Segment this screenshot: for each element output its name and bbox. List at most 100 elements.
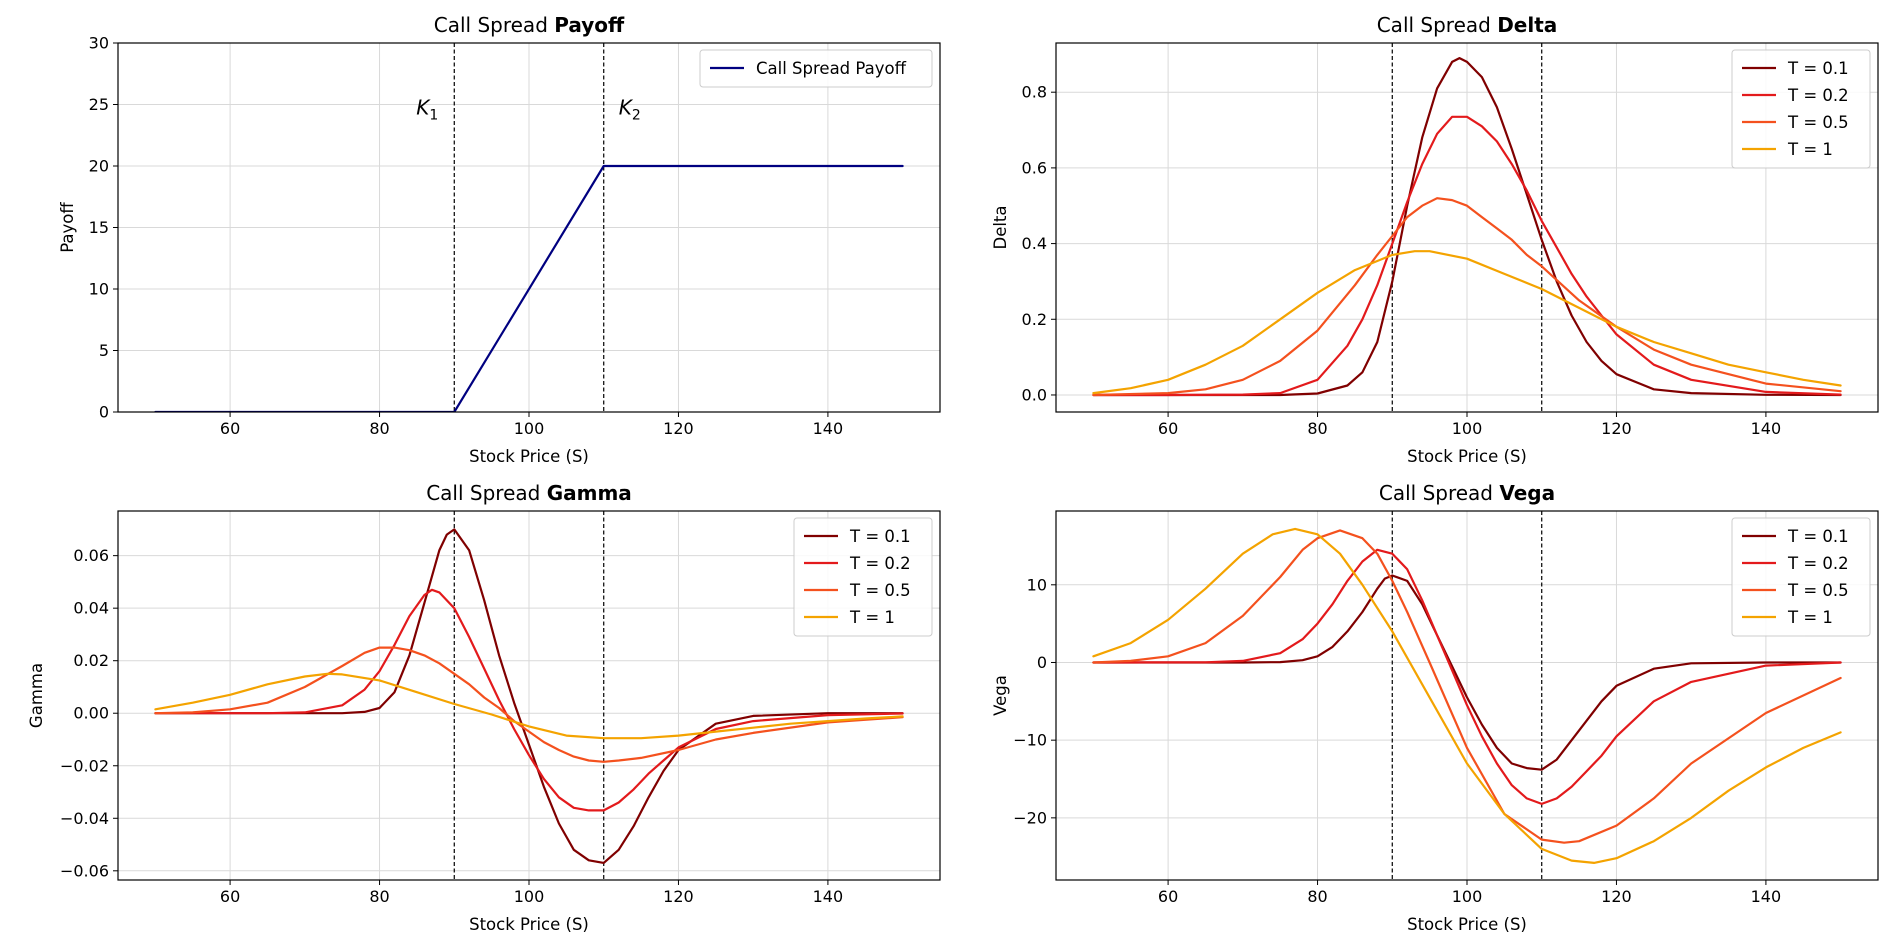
- legend-label: T = 0.2: [1787, 86, 1849, 105]
- legend: Call Spread Payoff: [699, 49, 933, 88]
- legend-box: [699, 49, 933, 88]
- strike-label-k1: K1: [416, 95, 438, 123]
- x-axis-label: Stock Price (S): [1407, 447, 1527, 466]
- x-tick-label: 60: [220, 419, 240, 438]
- strike-k1-sub: 1: [429, 107, 438, 123]
- y-tick-label: 0.06: [73, 546, 109, 565]
- legend-label: T = 0.2: [849, 554, 911, 573]
- y-tick-label: 30: [89, 34, 109, 53]
- chart-title: Call Spread Gamma: [426, 481, 632, 505]
- strike-label-k2: K2: [619, 95, 641, 123]
- legend-box: [1731, 517, 1871, 637]
- y-tick-label: −0.04: [60, 809, 109, 828]
- series-line-2: [1092, 548, 1842, 806]
- y-tick-label: 0: [1037, 653, 1047, 672]
- legend-label: T = 0.1: [849, 527, 911, 546]
- series-line-1: [154, 164, 904, 412]
- x-tick-label: 140: [813, 887, 844, 906]
- title-bold: Payoff: [554, 13, 625, 37]
- x-axis-label: Stock Price (S): [469, 447, 589, 466]
- legend-label: T = 1: [1787, 140, 1833, 159]
- x-tick-label: 80: [369, 419, 389, 438]
- y-tick-label: 20: [89, 157, 109, 176]
- legend: T = 0.1 T = 0.2 T = 0.5 T = 1: [1731, 517, 1871, 637]
- series-group: [1092, 56, 1842, 397]
- x-tick-label: 100: [514, 887, 545, 906]
- x-tick-label: 100: [1452, 419, 1483, 438]
- y-tick-label: 0.04: [73, 599, 109, 618]
- series-group: [154, 528, 904, 865]
- x-tick-label: 140: [1751, 887, 1782, 906]
- chart-payoff: 60 80 100 120 140 0 5 10 15 20 25 30 Stock Price (S)…: [58, 13, 941, 466]
- chart-title: Call Spread Delta: [1377, 13, 1558, 37]
- x-tick-label: 120: [663, 419, 694, 438]
- title-bold: Vega: [1499, 481, 1555, 505]
- x-tick-label: 120: [1601, 887, 1632, 906]
- y-tick-label: 0.00: [73, 704, 109, 723]
- chart-vega: 60 80 100 120 140 −20 −10 0 10 Stock Price (S) Veg…: [991, 481, 1879, 934]
- x-tick-label: 80: [1307, 419, 1327, 438]
- series-line-4: [1092, 250, 1842, 395]
- y-tick-label: 0: [99, 403, 109, 422]
- y-tick-label: 0.6: [1022, 158, 1047, 177]
- x-axis-label: Stock Price (S): [1407, 915, 1527, 934]
- legend-label: T = 0.1: [1787, 59, 1849, 78]
- x-tick-label: 80: [1307, 887, 1327, 906]
- x-tick-label: 140: [1751, 419, 1782, 438]
- y-tick-label: −20: [1013, 808, 1047, 827]
- y-tick-label: 0.2: [1022, 310, 1047, 329]
- y-tick-label: 15: [89, 218, 109, 237]
- y-tick-label: 10: [89, 280, 109, 299]
- y-tick-label: 0.0: [1022, 385, 1047, 404]
- series-line-4: [154, 672, 904, 740]
- title-bold: Gamma: [547, 481, 632, 505]
- x-tick-label: 100: [514, 419, 545, 438]
- strike-k1-letter: K: [416, 95, 431, 119]
- x-tick-label: 60: [1158, 419, 1178, 438]
- y-tick-label: −0.02: [60, 756, 109, 775]
- x-tick-label: 140: [813, 419, 844, 438]
- title-prefix: Call Spread: [426, 481, 546, 505]
- legend: T = 0.1 T = 0.2 T = 0.5 T = 1: [793, 517, 933, 637]
- series-line-1: [1092, 56, 1842, 397]
- x-tick-label: 60: [1158, 887, 1178, 906]
- y-tick-label: 0.8: [1022, 83, 1047, 102]
- x-tick-label: 120: [663, 887, 694, 906]
- title-prefix: Call Spread: [434, 13, 554, 37]
- y-tick-label: 25: [89, 95, 109, 114]
- chart-title: Call Spread Vega: [1379, 481, 1555, 505]
- series-line-2: [154, 588, 904, 812]
- legend-label: T = 0.5: [1787, 113, 1849, 132]
- strike-k2-sub: 2: [632, 107, 641, 123]
- y-axis-label: Gamma: [27, 663, 46, 728]
- series-line-3: [154, 646, 904, 763]
- legend-box: [1731, 49, 1871, 169]
- legend-label: T = 0.2: [1787, 554, 1849, 573]
- y-tick-label: −0.06: [60, 861, 109, 880]
- legend-box: [793, 517, 933, 637]
- chart-gamma: 60 80 100 120 140 −0.06 −0.04 −0.02 0.00 0.02 0.04…: [27, 481, 941, 934]
- legend-label: T = 1: [849, 608, 895, 627]
- x-tick-label: 100: [1452, 887, 1483, 906]
- y-tick-label: 10: [1027, 575, 1047, 594]
- y-tick-label: 0.02: [73, 651, 109, 670]
- x-tick-label: 60: [220, 887, 240, 906]
- chart-title: Call Spread Payoff: [434, 13, 625, 37]
- series-line-4: [1092, 527, 1842, 865]
- series-group: [1092, 527, 1842, 865]
- legend: T = 0.1 T = 0.2 T = 0.5 T = 1: [1731, 49, 1871, 169]
- strike-k2-letter: K: [619, 95, 634, 119]
- legend-label: T = 0.1: [1787, 527, 1849, 546]
- x-tick-label: 80: [369, 887, 389, 906]
- series-line-3: [1092, 529, 1842, 844]
- x-tick-label: 120: [1601, 419, 1632, 438]
- series-line-1: [1092, 574, 1842, 771]
- title-bold: Delta: [1497, 13, 1557, 37]
- title-prefix: Call Spread: [1379, 481, 1499, 505]
- legend-label: Call Spread Payoff: [756, 59, 907, 78]
- y-axis-label: Payoff: [58, 202, 77, 253]
- x-axis-label: Stock Price (S): [469, 915, 589, 934]
- y-tick-label: 0.4: [1022, 234, 1047, 253]
- series-group: [154, 164, 904, 412]
